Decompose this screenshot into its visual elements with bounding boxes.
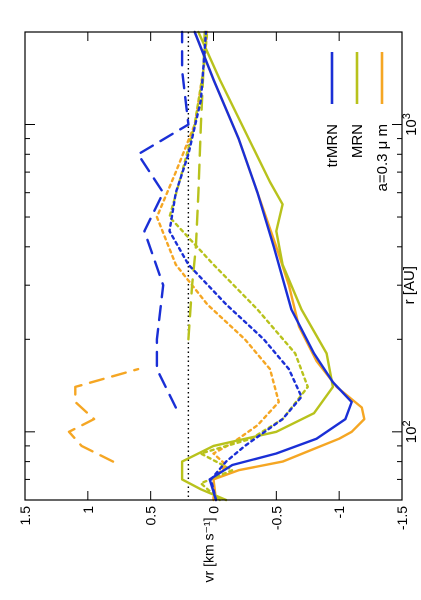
plot-border xyxy=(24,31,403,501)
x-tick-exponent: 3 xyxy=(401,113,413,119)
x-tick-exponent: 2 xyxy=(401,420,413,426)
series-layer xyxy=(67,30,366,502)
series-line-trmrn-dashed xyxy=(136,30,190,409)
plot-frame xyxy=(24,31,403,501)
x-tick-base: 10 xyxy=(403,427,420,444)
series-line-mrn-solid xyxy=(180,30,335,502)
x-tick-base: 10 xyxy=(403,119,420,136)
y-tick-label: -1 xyxy=(331,506,347,519)
legend-label: MRN xyxy=(349,124,366,158)
y-tick-label: 1.5 xyxy=(17,506,33,526)
y-tick-label: -1.5 xyxy=(394,506,410,530)
legend: a=0.3 μ m MRN trMRN xyxy=(324,52,391,191)
series-line-trmrn-solid xyxy=(193,30,353,502)
series-line-mrn-dashed xyxy=(187,30,206,341)
x-axis-label: r [AU] xyxy=(401,266,418,304)
series-line-mrn-dotted xyxy=(168,30,309,502)
series-line-a-0-3-m-dotted xyxy=(155,30,280,502)
y-tick-label: -0.5 xyxy=(268,506,284,530)
series-line-a-0-3-m-dashed xyxy=(67,367,140,463)
legend-label: a=0.3 μ m xyxy=(374,124,391,191)
y-tick-label: 0.5 xyxy=(143,506,159,526)
y-axis-label: vr [km s⁻¹] xyxy=(201,518,217,583)
x-tick-label: 102 xyxy=(401,420,420,443)
x-tick-label: 103 xyxy=(401,113,420,136)
y-tick-label: 0 xyxy=(206,506,222,514)
legend-label: trMRN xyxy=(324,124,341,167)
y-tick-label: 1 xyxy=(80,506,96,514)
series-line-trmrn-dotted xyxy=(168,30,303,502)
